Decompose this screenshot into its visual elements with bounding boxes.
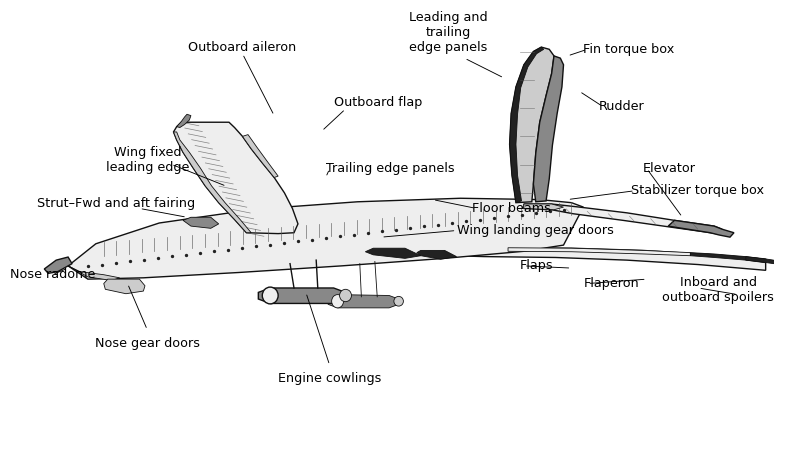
Text: Wing fixed
leading edge: Wing fixed leading edge [106, 146, 189, 174]
Text: Elevator: Elevator [642, 162, 696, 175]
Polygon shape [534, 56, 563, 202]
Polygon shape [690, 252, 766, 263]
Polygon shape [524, 204, 563, 210]
Polygon shape [177, 114, 191, 127]
Polygon shape [328, 295, 398, 308]
Text: Engine cowlings: Engine cowlings [278, 372, 382, 385]
Polygon shape [668, 220, 734, 237]
Polygon shape [44, 257, 72, 274]
Ellipse shape [394, 297, 403, 306]
Text: Leading and
trailing
edge panels: Leading and trailing edge panels [410, 11, 488, 54]
Polygon shape [258, 288, 346, 303]
Polygon shape [104, 279, 145, 294]
Polygon shape [508, 248, 690, 256]
Polygon shape [246, 233, 766, 270]
Text: Rudder: Rudder [599, 100, 645, 113]
Polygon shape [417, 250, 457, 259]
Text: Trailing edge panels: Trailing edge panels [326, 162, 454, 175]
Text: Nose gear doors: Nose gear doors [95, 337, 200, 350]
Polygon shape [510, 47, 544, 202]
Text: Floor beams: Floor beams [472, 202, 551, 215]
Polygon shape [366, 248, 421, 258]
Polygon shape [510, 47, 554, 202]
Polygon shape [242, 135, 278, 177]
Text: Inboard and
outboard spoilers: Inboard and outboard spoilers [662, 276, 774, 304]
Text: Wing landing gear doors: Wing landing gear doors [457, 224, 614, 237]
Ellipse shape [332, 295, 343, 308]
Text: Flaps: Flaps [520, 259, 554, 272]
Polygon shape [746, 256, 774, 264]
Text: Nose radome: Nose radome [10, 268, 95, 281]
Ellipse shape [262, 287, 278, 304]
Polygon shape [174, 122, 298, 234]
Polygon shape [174, 132, 251, 233]
Text: Stabilizer torque box: Stabilizer torque box [631, 184, 764, 197]
Polygon shape [183, 217, 218, 228]
Polygon shape [524, 204, 722, 234]
Text: Strut–Fwd and aft fairing: Strut–Fwd and aft fairing [37, 198, 194, 211]
Text: Flaperon: Flaperon [583, 277, 639, 290]
Polygon shape [68, 266, 120, 280]
Ellipse shape [339, 289, 351, 302]
Polygon shape [68, 198, 583, 279]
Text: Outboard aileron: Outboard aileron [188, 40, 297, 54]
Text: Outboard flap: Outboard flap [334, 96, 422, 109]
Text: Fin torque box: Fin torque box [583, 43, 674, 56]
